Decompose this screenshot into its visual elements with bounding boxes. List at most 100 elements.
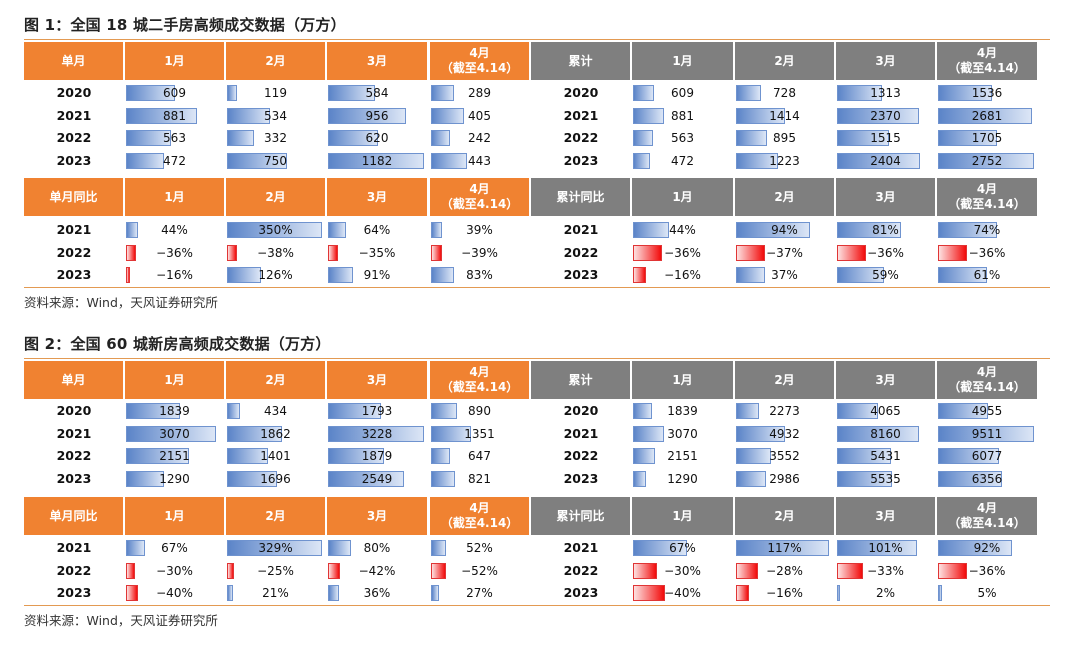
data-cell: 2273 bbox=[735, 400, 834, 422]
data-bar-negative bbox=[736, 562, 759, 579]
data-bar bbox=[227, 153, 288, 170]
data-value: 2681 bbox=[971, 108, 1003, 123]
data-bar bbox=[431, 448, 451, 465]
data-bar bbox=[837, 448, 892, 465]
data-bar bbox=[227, 267, 262, 284]
data-cell: −52% bbox=[430, 560, 529, 582]
data-value: −25% bbox=[257, 563, 294, 578]
data-value: 9511 bbox=[971, 426, 1003, 441]
data-bar bbox=[227, 222, 322, 238]
data-cell: 472 bbox=[125, 150, 224, 172]
data-cell: 647 bbox=[430, 445, 529, 467]
data-bar bbox=[431, 85, 455, 101]
data-value: 5% bbox=[977, 586, 997, 601]
data-bar-negative bbox=[126, 585, 138, 602]
data-value: 117% bbox=[767, 541, 802, 555]
data-cell: 39% bbox=[430, 219, 529, 241]
year-label: 2021 bbox=[563, 107, 599, 123]
data-bar bbox=[126, 540, 146, 556]
data-value: 1862 bbox=[260, 426, 291, 441]
data-value: 4065 bbox=[870, 404, 901, 418]
data-value: 2404 bbox=[870, 154, 901, 169]
table-header-cell: 4月 （截至4.14） bbox=[430, 178, 529, 216]
data-cell: 3070 bbox=[125, 423, 224, 445]
data-bar-negative bbox=[431, 244, 442, 261]
data-cell: −37% bbox=[735, 242, 834, 264]
data-cell: 81% bbox=[836, 219, 935, 241]
data-cell: 1223 bbox=[735, 150, 834, 172]
year-label: 2022 bbox=[56, 562, 92, 578]
data-bar bbox=[126, 107, 197, 124]
table-header-cell: 2月 bbox=[735, 497, 834, 535]
data-bar bbox=[938, 448, 1000, 465]
data-value: 609 bbox=[671, 86, 694, 100]
table-header-cell: 4月 （截至4.14） bbox=[937, 178, 1037, 216]
data-cell: 126% bbox=[226, 264, 325, 286]
data-cell: 2752 bbox=[937, 150, 1037, 172]
data-value: 329% bbox=[258, 541, 293, 555]
data-value: 890 bbox=[468, 404, 491, 418]
data-cell: 1839 bbox=[125, 400, 224, 422]
data-cell: 1696 bbox=[226, 468, 325, 490]
data-value: −40% bbox=[664, 586, 701, 601]
title-rule bbox=[24, 358, 1050, 359]
data-cell: 1793 bbox=[327, 400, 427, 422]
data-value: 3552 bbox=[769, 449, 800, 464]
data-value: 1182 bbox=[361, 154, 393, 169]
data-value: 3228 bbox=[361, 426, 393, 441]
data-bar bbox=[328, 448, 384, 465]
year-label: 2021 bbox=[56, 540, 92, 555]
data-cell: 1182 bbox=[327, 150, 427, 172]
data-value: 2273 bbox=[769, 404, 800, 418]
year-label: 2023 bbox=[563, 471, 599, 487]
data-value: 1705 bbox=[971, 131, 1003, 146]
data-cell: 1351 bbox=[430, 423, 529, 445]
data-bar-negative bbox=[938, 244, 967, 261]
data-bar bbox=[837, 267, 884, 284]
data-cell: 2986 bbox=[735, 468, 834, 490]
table-header-cell: 单月 bbox=[24, 361, 123, 399]
data-cell: 5431 bbox=[836, 445, 935, 467]
data-cell: −16% bbox=[125, 264, 224, 286]
data-bar bbox=[736, 130, 767, 147]
table-header-cell: 4月 （截至4.14） bbox=[937, 497, 1037, 535]
data-value: 39% bbox=[466, 223, 493, 237]
data-cell: 61% bbox=[937, 264, 1037, 286]
data-cell: 2404 bbox=[836, 150, 935, 172]
data-value: 895 bbox=[773, 131, 796, 146]
data-value: 67% bbox=[669, 541, 696, 555]
table-header-cell: 1月 bbox=[632, 178, 733, 216]
year-label: 2020 bbox=[56, 403, 92, 418]
data-value: −36% bbox=[968, 563, 1006, 578]
data-value: 1290 bbox=[667, 472, 698, 487]
data-cell: 1313 bbox=[836, 82, 935, 104]
data-cell: 434 bbox=[226, 400, 325, 422]
title-rule bbox=[24, 39, 1050, 40]
data-bar bbox=[328, 471, 404, 488]
data-cell: 890 bbox=[430, 400, 529, 422]
data-cell: 27% bbox=[430, 582, 529, 604]
data-bar bbox=[938, 471, 1003, 488]
data-cell: 6356 bbox=[937, 468, 1037, 490]
data-value: 242 bbox=[468, 131, 491, 146]
data-cell: 1705 bbox=[937, 127, 1037, 149]
year-label: 2023 bbox=[56, 153, 92, 169]
data-value: −30% bbox=[156, 563, 193, 578]
data-cell: −40% bbox=[125, 582, 224, 604]
data-value: 647 bbox=[468, 449, 491, 464]
data-value: 5535 bbox=[870, 472, 901, 487]
data-value: 534 bbox=[264, 108, 287, 123]
data-value: 83% bbox=[466, 268, 493, 283]
data-cell: −30% bbox=[632, 560, 733, 582]
data-cell: −25% bbox=[226, 560, 325, 582]
data-value: 2% bbox=[875, 586, 896, 601]
table-header-cell: 累计 bbox=[531, 42, 630, 80]
data-value: 609 bbox=[163, 86, 186, 100]
data-bar bbox=[633, 107, 665, 124]
data-cell: 83% bbox=[430, 264, 529, 286]
data-cell: −36% bbox=[125, 242, 224, 264]
data-cell: 332 bbox=[226, 127, 325, 149]
data-bar bbox=[938, 222, 998, 238]
data-cell: 881 bbox=[632, 105, 733, 127]
data-cell: 4065 bbox=[836, 400, 935, 422]
